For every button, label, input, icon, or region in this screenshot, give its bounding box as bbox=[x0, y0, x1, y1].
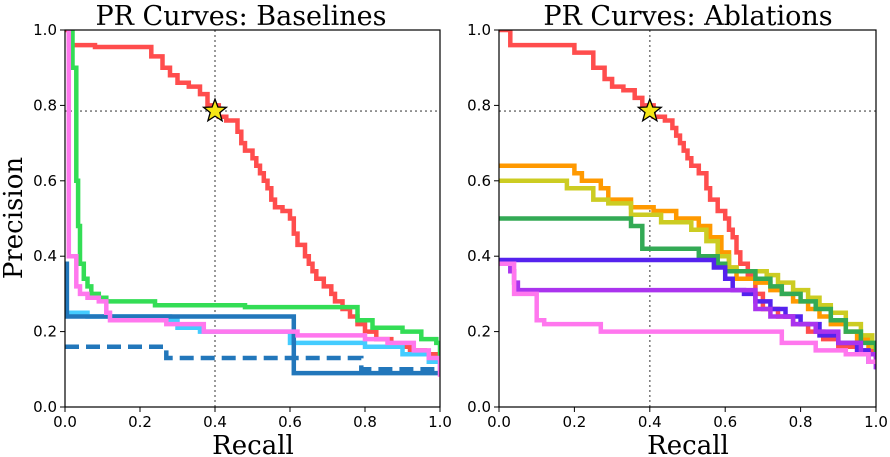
ablations-x-tick-label: 0.6 bbox=[713, 413, 737, 431]
baselines-x-tick-label: 0.2 bbox=[128, 413, 152, 431]
ablations-y-tick-label: 0.8 bbox=[467, 96, 491, 114]
baselines-axes-frame bbox=[64, 29, 441, 408]
ablations-plot-area: 0.0 0.2 0.4 0.6 0.8 1.0 0.0 0.2 0.4 0.6 0.8 1.0 bbox=[467, 21, 888, 431]
baselines-series-line-1 bbox=[65, 30, 440, 362]
baselines-x-tick-label: 1.0 bbox=[428, 413, 452, 431]
ablations-x-tick-label: 0.8 bbox=[789, 413, 813, 431]
baselines-series-line-5 bbox=[65, 344, 440, 372]
ablations-x-tick-label: 0.2 bbox=[562, 413, 586, 431]
ablations-x-tick-label: 0.4 bbox=[638, 413, 662, 431]
baselines-title: PR Curves: Baselines bbox=[95, 1, 386, 32]
ablations-series-line-7 bbox=[499, 261, 876, 365]
baselines-y-tick-label: 1.0 bbox=[33, 21, 57, 39]
ablations-y-tick-label: 0.4 bbox=[467, 247, 491, 265]
baselines-series-line-2 bbox=[68, 30, 440, 358]
baselines-y-axis-label: Precision bbox=[0, 157, 29, 279]
baselines-panel: PR Curves: Baselines 0.0 0.2 0.4 0.6 0.8 1.00… bbox=[0, 1, 452, 457]
ablations-y-tick-label: 0.6 bbox=[467, 172, 491, 190]
baselines-plot-area: 0.0 0.2 0.4 0.6 0.8 1.0 0.0 0.2 0.4 0.6 0.8 1.0 bbox=[33, 21, 452, 431]
baselines-y-tick-label: 0.4 bbox=[33, 247, 57, 265]
ablations-title: PR Curves: Ablations bbox=[543, 1, 832, 32]
ablations-axes-frame bbox=[498, 29, 877, 408]
baselines-y-tick-label: 0.8 bbox=[33, 96, 57, 114]
ablations-x-tick-label: 0.0 bbox=[487, 413, 511, 431]
ablations-series-line-5 bbox=[499, 257, 876, 370]
baselines-star-marker bbox=[201, 97, 229, 123]
ablations-y-tick-label: 0.0 bbox=[467, 398, 491, 416]
baselines-y-tick-label: 0.6 bbox=[33, 172, 57, 190]
baselines-series-line-6 bbox=[66, 30, 440, 377]
baselines-x-axis-label: Recall bbox=[212, 431, 294, 457]
ablations-star-marker bbox=[636, 97, 663, 123]
baselines-x-tick-label: 0.0 bbox=[53, 413, 77, 431]
ablations-panel: PR Curves: Ablations 0.0 0.2 0.4 0.6 0.8 1.00… bbox=[467, 1, 888, 457]
baselines-y-tick-label: 0.0 bbox=[33, 398, 57, 416]
ablations-x-axis-label: Recall bbox=[647, 431, 729, 457]
baselines-y-tick-label: 0.2 bbox=[33, 323, 57, 341]
baselines-x-tick-label: 0.4 bbox=[203, 413, 227, 431]
ablations-y-tick-label: 0.2 bbox=[467, 323, 491, 341]
baselines-x-tick-label: 0.8 bbox=[353, 413, 377, 431]
baselines-series-line-4 bbox=[65, 261, 440, 376]
ablations-y-tick-label: 1.0 bbox=[467, 21, 491, 39]
ablations-x-tick-label: 1.0 bbox=[864, 413, 888, 431]
ablations-series-line-4 bbox=[499, 216, 876, 358]
baselines-x-tick-label: 0.6 bbox=[278, 413, 302, 431]
